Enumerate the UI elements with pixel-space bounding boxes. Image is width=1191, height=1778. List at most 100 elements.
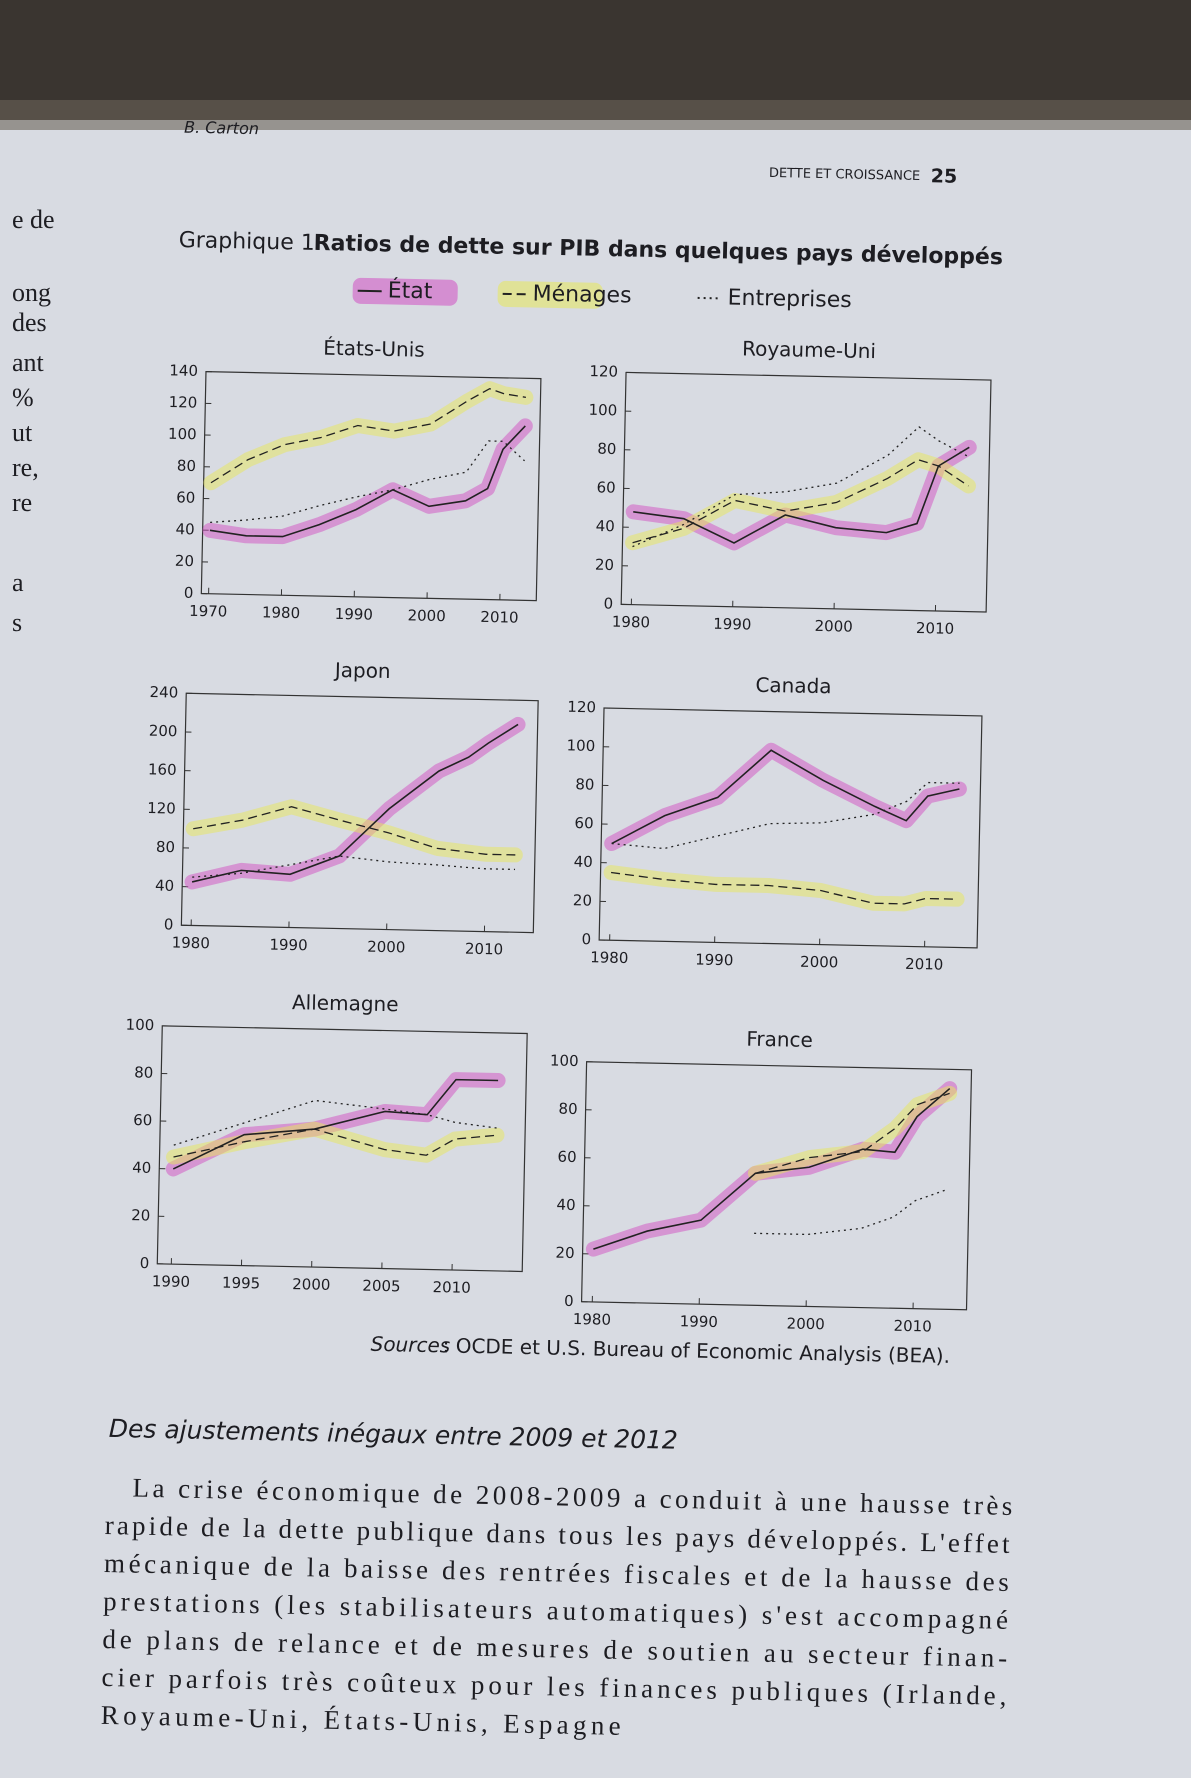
y-tick-label: 60 bbox=[596, 478, 615, 496]
chart-title: Royaume-Uni bbox=[742, 336, 876, 363]
y-tick-label: 40 bbox=[574, 853, 593, 871]
margin-fragment: des bbox=[12, 308, 47, 337]
x-tick-label: 2010 bbox=[465, 940, 504, 959]
x-tick-label: 1990 bbox=[152, 1272, 191, 1291]
chart: France 0 20 40 60 80 100 1980 1990 2000 2010 bbox=[550, 1027, 973, 1336]
x-tick-label: 2010 bbox=[916, 619, 955, 638]
y-tick-label: 40 bbox=[556, 1196, 575, 1214]
x-tick-label: 2010 bbox=[893, 1317, 932, 1336]
charts: États-Unis 0 20 40 60 80 100 120 140 1970 1980 1990… bbox=[125, 336, 992, 1336]
y-tick-label: 120 bbox=[169, 393, 198, 412]
chart-title: États-Unis bbox=[323, 336, 425, 362]
running-head: DETTE ET CROISSANCE bbox=[769, 166, 921, 184]
x-tick-label: 2000 bbox=[367, 938, 406, 957]
y-tick-label: 240 bbox=[149, 683, 178, 702]
series-line bbox=[755, 1092, 950, 1174]
y-tick-label: 100 bbox=[168, 425, 197, 444]
y-tick-label: 100 bbox=[550, 1051, 579, 1070]
x-tick-label: 1980 bbox=[590, 948, 629, 967]
x-tick-label: 2000 bbox=[407, 606, 446, 625]
y-tick-label: 120 bbox=[147, 799, 176, 818]
x-tick-label: 2010 bbox=[432, 1278, 471, 1297]
y-tick-label: 0 bbox=[184, 584, 194, 602]
shadow bbox=[0, 100, 1191, 130]
y-tick-label: 120 bbox=[567, 698, 596, 717]
legend-swatch bbox=[502, 292, 527, 296]
legend-label: État bbox=[387, 277, 433, 304]
y-tick-label: 140 bbox=[169, 361, 198, 380]
y-tick-label: 40 bbox=[155, 877, 174, 895]
y-tick-label: 0 bbox=[564, 1292, 574, 1310]
source-label: Sources bbox=[370, 1332, 450, 1358]
y-tick-label: 0 bbox=[140, 1254, 150, 1272]
x-tick-label: 1980 bbox=[262, 603, 301, 622]
y-tick-label: 0 bbox=[164, 915, 174, 933]
x-tick-label: 1990 bbox=[713, 615, 752, 634]
margin-fragment: re bbox=[12, 488, 32, 517]
margin-fragment: e de bbox=[12, 205, 55, 234]
series-line bbox=[191, 723, 519, 883]
margin-fragment: re, bbox=[12, 453, 39, 482]
y-tick-label: 100 bbox=[588, 401, 617, 420]
legend-label: Entreprises bbox=[727, 286, 852, 314]
legend-highlight bbox=[352, 277, 458, 306]
y-tick-label: 80 bbox=[177, 457, 196, 475]
chart-title: France bbox=[746, 1027, 813, 1052]
x-tick-label: 2000 bbox=[292, 1275, 331, 1294]
y-tick-label: 160 bbox=[148, 760, 177, 779]
y-tick-label: 200 bbox=[149, 722, 178, 741]
x-tick-label: 2000 bbox=[800, 953, 839, 972]
margin-fragment: s bbox=[12, 608, 22, 637]
y-tick-label: 60 bbox=[557, 1148, 576, 1166]
legend-swatch bbox=[697, 296, 722, 300]
x-tick-label: 1990 bbox=[695, 951, 734, 970]
y-tick-label: 60 bbox=[133, 1111, 152, 1129]
y-tick-label: 0 bbox=[603, 595, 613, 613]
x-tick-label: 2000 bbox=[786, 1315, 825, 1334]
margin-fragment: % bbox=[12, 383, 34, 412]
y-tick-label: 80 bbox=[597, 440, 616, 458]
y-tick-label: 60 bbox=[574, 814, 593, 832]
series-line bbox=[192, 855, 516, 878]
y-tick-label: 40 bbox=[175, 520, 194, 538]
series-line bbox=[633, 446, 970, 544]
x-tick-label: 1990 bbox=[335, 605, 374, 624]
y-tick-label: 80 bbox=[134, 1063, 153, 1081]
chart-title: Allemagne bbox=[292, 990, 399, 1016]
y-tick-label: 40 bbox=[596, 517, 615, 535]
plot-frame bbox=[156, 1025, 528, 1273]
y-tick-label: 60 bbox=[176, 488, 195, 506]
x-tick-label: 1980 bbox=[573, 1310, 612, 1329]
series-line bbox=[754, 1188, 948, 1236]
x-tick-label: 1980 bbox=[172, 934, 211, 953]
author: B. Carton bbox=[184, 118, 259, 139]
margin-fragment: ong bbox=[12, 278, 51, 307]
chart-title: Japon bbox=[333, 658, 391, 683]
chart: États-Unis 0 20 40 60 80 100 120 140 1970 1980 1990… bbox=[168, 336, 542, 627]
y-tick-label: 40 bbox=[132, 1159, 151, 1177]
series-line bbox=[611, 749, 960, 845]
x-tick-label: 1995 bbox=[222, 1274, 261, 1293]
series-line bbox=[632, 426, 970, 548]
chart: Royaume-Uni 0 20 40 60 80 100 120 1980 1990 2000 20… bbox=[588, 336, 992, 638]
legend-label: Ménages bbox=[532, 281, 631, 308]
x-tick-label: 1990 bbox=[680, 1312, 719, 1331]
x-tick-label: 2005 bbox=[362, 1277, 401, 1296]
y-tick-label: 80 bbox=[156, 838, 175, 856]
y-tick-label: 20 bbox=[131, 1206, 150, 1224]
series-line bbox=[593, 1087, 951, 1250]
chart: Canada 0 20 40 60 80 100 120 1980 1990 2000 2010 bbox=[566, 673, 983, 974]
x-tick-label: 2000 bbox=[814, 617, 853, 636]
x-tick-label: 1990 bbox=[269, 936, 308, 955]
y-tick-label: 80 bbox=[575, 775, 594, 793]
series-line bbox=[173, 1128, 498, 1158]
page-number: 25 bbox=[931, 165, 958, 188]
margin-fragment: ut bbox=[12, 418, 33, 447]
y-tick-label: 20 bbox=[573, 891, 592, 909]
y-tick-label: 0 bbox=[581, 930, 591, 948]
x-tick-label: 2010 bbox=[905, 955, 944, 974]
legend: État Ménages Entreprises bbox=[352, 277, 852, 314]
margin-fragment: ant bbox=[12, 348, 45, 377]
margin-fragment: a bbox=[12, 568, 24, 597]
